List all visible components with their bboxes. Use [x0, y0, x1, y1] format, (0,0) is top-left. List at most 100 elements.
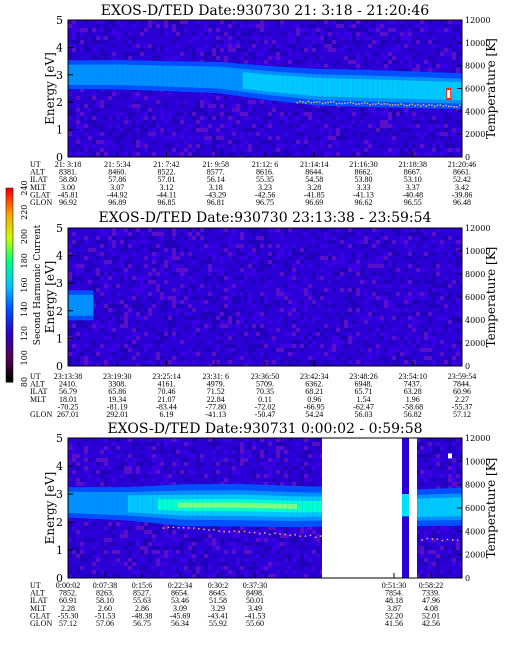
spectrogram-cell	[392, 248, 396, 252]
spectrogram-cell	[76, 482, 80, 486]
spectrogram-cell	[304, 116, 308, 120]
spectrogram-cell	[260, 236, 264, 240]
spectrogram-cell	[152, 232, 156, 236]
spectrogram-cell	[324, 328, 328, 332]
spectrogram-cell	[296, 312, 300, 316]
table-cell: 3.33	[357, 183, 371, 192]
spectrogram-cell	[140, 454, 144, 458]
spectrogram-cell	[224, 332, 228, 336]
spectrogram-cell	[416, 530, 420, 534]
spectrogram-cell	[124, 348, 128, 352]
spectrogram-cell	[204, 296, 208, 300]
spectrogram-cell	[276, 244, 280, 248]
spectrogram-cell	[88, 28, 92, 32]
spectrogram-cell	[136, 336, 140, 340]
spectrogram-cell	[444, 276, 448, 280]
spectrogram-cell	[204, 534, 208, 538]
spectrogram-cell	[116, 312, 120, 316]
spectrogram-cell	[244, 324, 248, 328]
spectrogram-cell	[444, 112, 448, 116]
spectrogram-cell	[168, 356, 172, 360]
spectrogram-cell	[72, 48, 76, 52]
spectrogram-cell	[172, 332, 176, 336]
spectrogram-cell	[284, 260, 288, 264]
spectrogram-cell	[204, 276, 208, 280]
spectrogram-cell	[276, 450, 280, 454]
spectrogram-cell	[288, 352, 292, 356]
temperature-point	[318, 101, 321, 103]
spectrogram-cell	[160, 446, 164, 450]
spectrogram-cell	[200, 284, 204, 288]
spectrogram-cell	[384, 260, 388, 264]
table-cell: -66.95	[304, 402, 325, 411]
spectrogram-cell	[332, 288, 336, 292]
spectrogram-cell	[352, 232, 356, 236]
spectrogram-cell	[348, 48, 352, 52]
spectrogram-cell	[188, 292, 192, 296]
spectrogram-cell	[340, 324, 344, 328]
spectrogram-cell	[244, 336, 248, 340]
spectrogram-cell	[204, 474, 208, 478]
spectrogram-cell	[284, 284, 288, 288]
spectrogram-cell	[132, 240, 136, 244]
spectrogram-cell	[276, 52, 280, 56]
spectrogram-cell	[396, 68, 400, 72]
spectrogram-cell	[244, 542, 248, 546]
spectrogram-cell	[284, 232, 288, 236]
spectrogram-cell	[312, 44, 316, 48]
spectrogram-cell	[260, 344, 264, 348]
spectrogram-cell	[252, 316, 256, 320]
table-cell: 3.23	[258, 183, 272, 192]
spectrogram-cell	[292, 48, 296, 52]
table-cell: 7844.	[453, 380, 471, 389]
spectrogram-cell	[456, 68, 460, 72]
spectrogram-cell	[352, 264, 356, 268]
spectrogram-cell	[460, 32, 462, 36]
spectrogram-cell	[456, 280, 460, 284]
spectrogram-cell	[196, 100, 200, 104]
spectrogram-cell	[208, 24, 212, 28]
spectrogram-cell	[208, 324, 212, 328]
spectrogram-cell	[256, 240, 260, 244]
spectrogram-cell	[160, 292, 164, 296]
spectrogram-cell	[300, 538, 304, 542]
spectrogram-cell	[144, 308, 148, 312]
spectrogram-cell	[220, 458, 224, 462]
spectrogram-cell	[392, 60, 396, 64]
spectrogram-cell	[84, 256, 88, 260]
spectrogram-cell	[96, 132, 100, 136]
spectrogram-cell	[340, 316, 344, 320]
spectrogram-cell	[436, 140, 440, 144]
spectrogram-cell	[408, 36, 412, 40]
spectrogram-cell	[144, 550, 148, 554]
spectrogram-cell	[380, 52, 384, 56]
spectrogram-cell	[380, 112, 384, 116]
spectrogram-cell	[400, 32, 404, 36]
spectrogram-cell	[112, 128, 116, 132]
spectrogram-cell	[176, 152, 180, 156]
spectrogram-cell	[176, 20, 180, 24]
spectrogram-cell	[264, 24, 268, 28]
spectrogram-cell	[348, 228, 352, 232]
spectrogram-cell	[348, 28, 352, 32]
spectrogram-cell	[224, 228, 228, 232]
spectrogram-cell	[408, 128, 412, 132]
spectrogram-cell	[76, 96, 80, 100]
spectrogram-cell	[424, 296, 428, 300]
spectrogram-cell	[120, 264, 124, 268]
spectrogram-cell	[384, 132, 388, 136]
spectrogram-cell	[112, 232, 116, 236]
spectrogram-cell	[440, 316, 444, 320]
spectrogram-cell	[276, 348, 280, 352]
spectrogram-cell	[308, 356, 312, 360]
spectrogram-cell	[76, 140, 80, 144]
spectrogram-cell	[148, 44, 152, 48]
spectrogram-cell	[188, 470, 192, 474]
spectrogram-cell	[460, 284, 462, 288]
spectrogram-cell	[184, 534, 188, 538]
spectrogram-cell	[304, 554, 308, 558]
spectrogram-cell	[260, 268, 264, 272]
spectrogram-cell	[392, 136, 396, 140]
spectrogram-cell	[432, 280, 436, 284]
band-cell	[167, 65, 174, 87]
